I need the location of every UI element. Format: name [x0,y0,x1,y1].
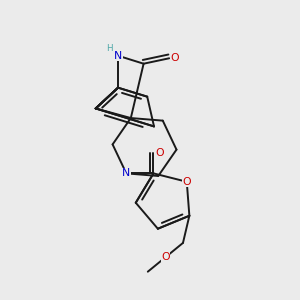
Text: O: O [161,252,170,262]
Text: H: H [106,44,112,53]
Text: O: O [155,148,164,158]
Text: N: N [122,168,130,178]
Text: O: O [171,53,179,63]
Text: N: N [114,51,122,61]
Text: O: O [182,177,191,187]
